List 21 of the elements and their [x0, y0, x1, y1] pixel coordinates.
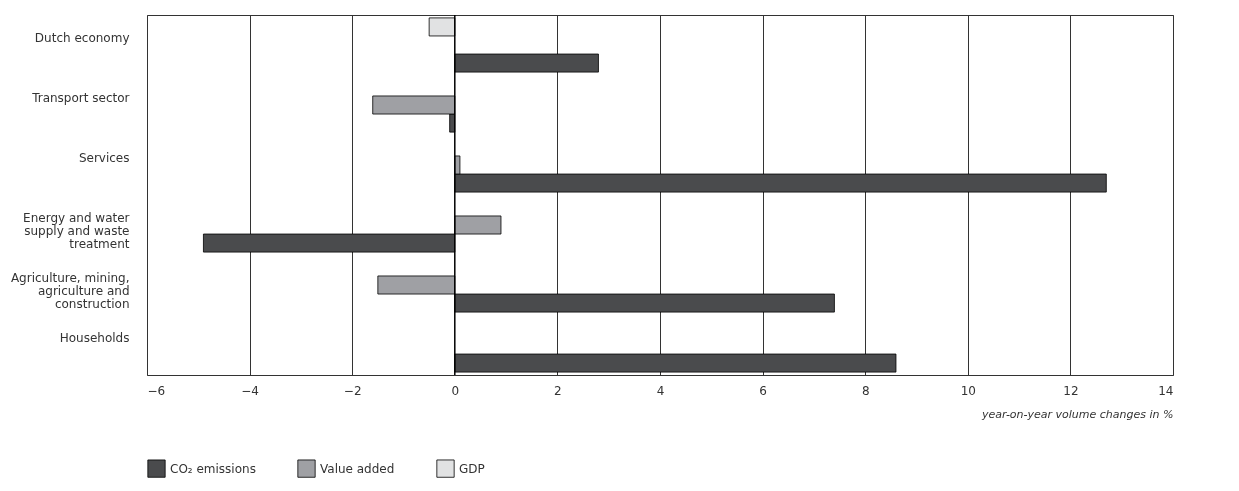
y-tick-label: Services	[78, 151, 130, 165]
y-tick-label: Dutch economy	[34, 31, 130, 45]
x-tick-label: 8	[861, 383, 870, 398]
x-tick-label: −4	[241, 383, 259, 398]
x-tick-label: 2	[554, 383, 562, 398]
legend-label: GDP	[459, 461, 485, 476]
x-axis-title: year-on-year volume changes in %	[980, 407, 1174, 421]
x-tick-label: 6	[759, 383, 767, 398]
x-tick-label: 10	[960, 383, 976, 398]
y-tick-label: Energy and water supply and waste treatment	[23, 211, 130, 251]
x-tick-label: 0	[451, 383, 460, 398]
y-tick-label: Transport sector	[31, 91, 130, 105]
y-tick-label: Agriculture, mining, agriculture and construction	[10, 271, 130, 311]
y-tick-label: Households	[59, 331, 130, 345]
legend-label: Value added	[320, 461, 395, 476]
x-tick-label: 12	[1063, 383, 1079, 398]
x-tick-label: 14	[1158, 383, 1174, 398]
x-tick-label: 4	[656, 383, 665, 398]
x-tick-label: −6	[147, 383, 166, 398]
legend-label: CO₂ emissions	[170, 461, 256, 476]
x-tick-label: −2	[343, 383, 362, 398]
